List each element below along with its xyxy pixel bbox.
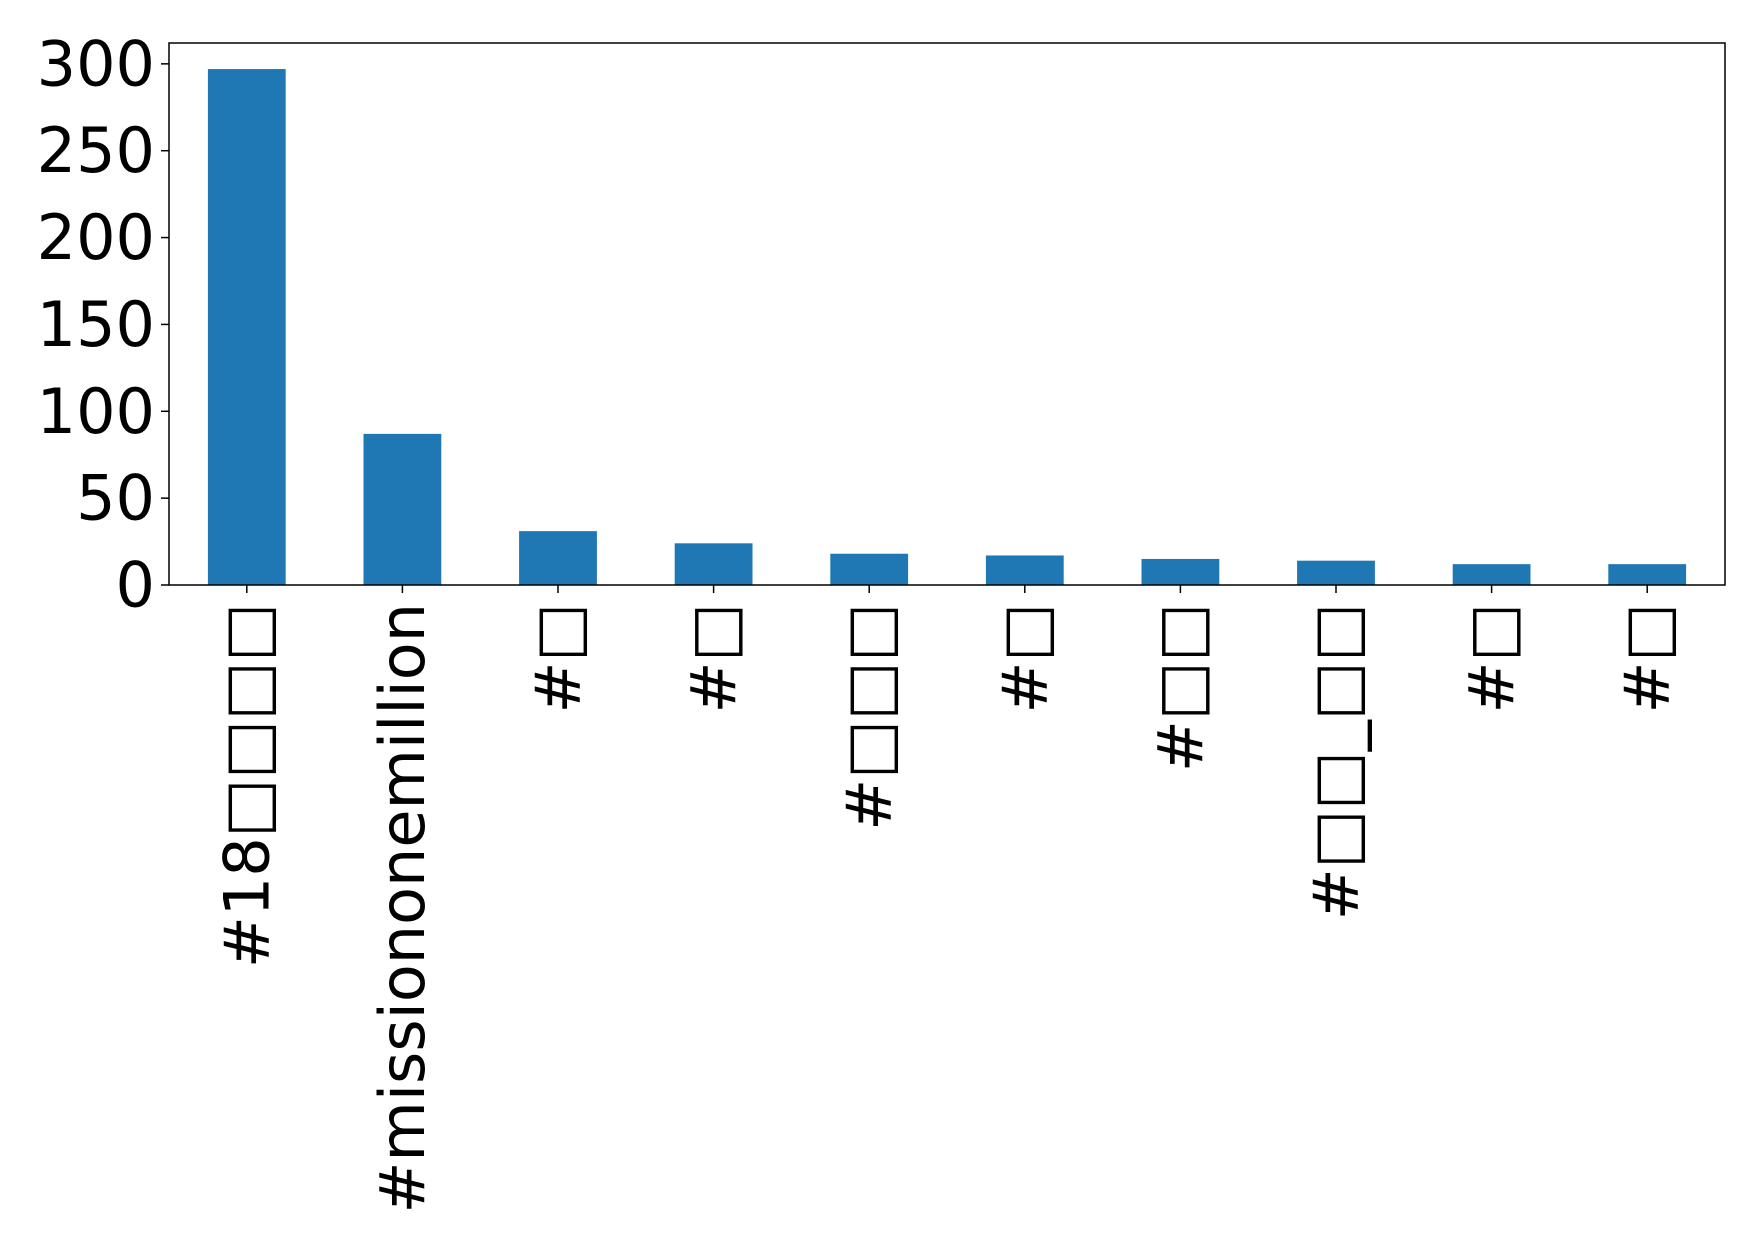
bar-8 — [1297, 560, 1375, 585]
bar-10 — [1608, 564, 1687, 585]
x-tick-label-1: #18□□□□ — [210, 603, 283, 968]
x-tick-label-10: #□ — [1611, 603, 1684, 714]
bar-6 — [985, 555, 1064, 585]
x-tick-label-8: #□□_□□ — [1300, 603, 1373, 920]
x-tick-label-4: #□ — [677, 603, 750, 714]
x-tick-label-6: #□ — [988, 603, 1061, 714]
y-tick-label-200: 200 — [37, 201, 155, 274]
bar-7 — [1141, 558, 1220, 585]
x-tick-label-7: #□□ — [1144, 603, 1217, 772]
bar-1 — [207, 69, 286, 586]
bar-5 — [830, 553, 909, 585]
plot-area-frame — [168, 42, 1726, 586]
bar-3 — [519, 531, 597, 585]
x-tick-label-3: #□ — [522, 603, 595, 714]
x-axis-ticks: #18□□□□ #missiononemillion #□ #□ #□□□ #□ #□□ #□… — [210, 585, 1684, 1214]
x-tick-label-2: #missiononemillion — [366, 603, 439, 1214]
y-tick-label-300: 300 — [37, 27, 155, 100]
bars-layer — [207, 69, 1687, 586]
y-tick-label-100: 100 — [37, 375, 155, 448]
y-tick-label-50: 50 — [76, 462, 155, 535]
bar-9 — [1452, 564, 1531, 585]
x-tick-label-5: #□□□ — [833, 603, 906, 831]
y-tick-label-150: 150 — [37, 288, 155, 361]
x-tick-label-9: #□ — [1455, 603, 1528, 714]
y-axis-ticks: 0 50 100 150 200 250 300 — [37, 27, 169, 622]
bar-4 — [674, 543, 753, 585]
y-tick-label-250: 250 — [37, 114, 155, 187]
y-tick-label-0: 0 — [116, 549, 155, 622]
bar-2 — [363, 433, 442, 585]
